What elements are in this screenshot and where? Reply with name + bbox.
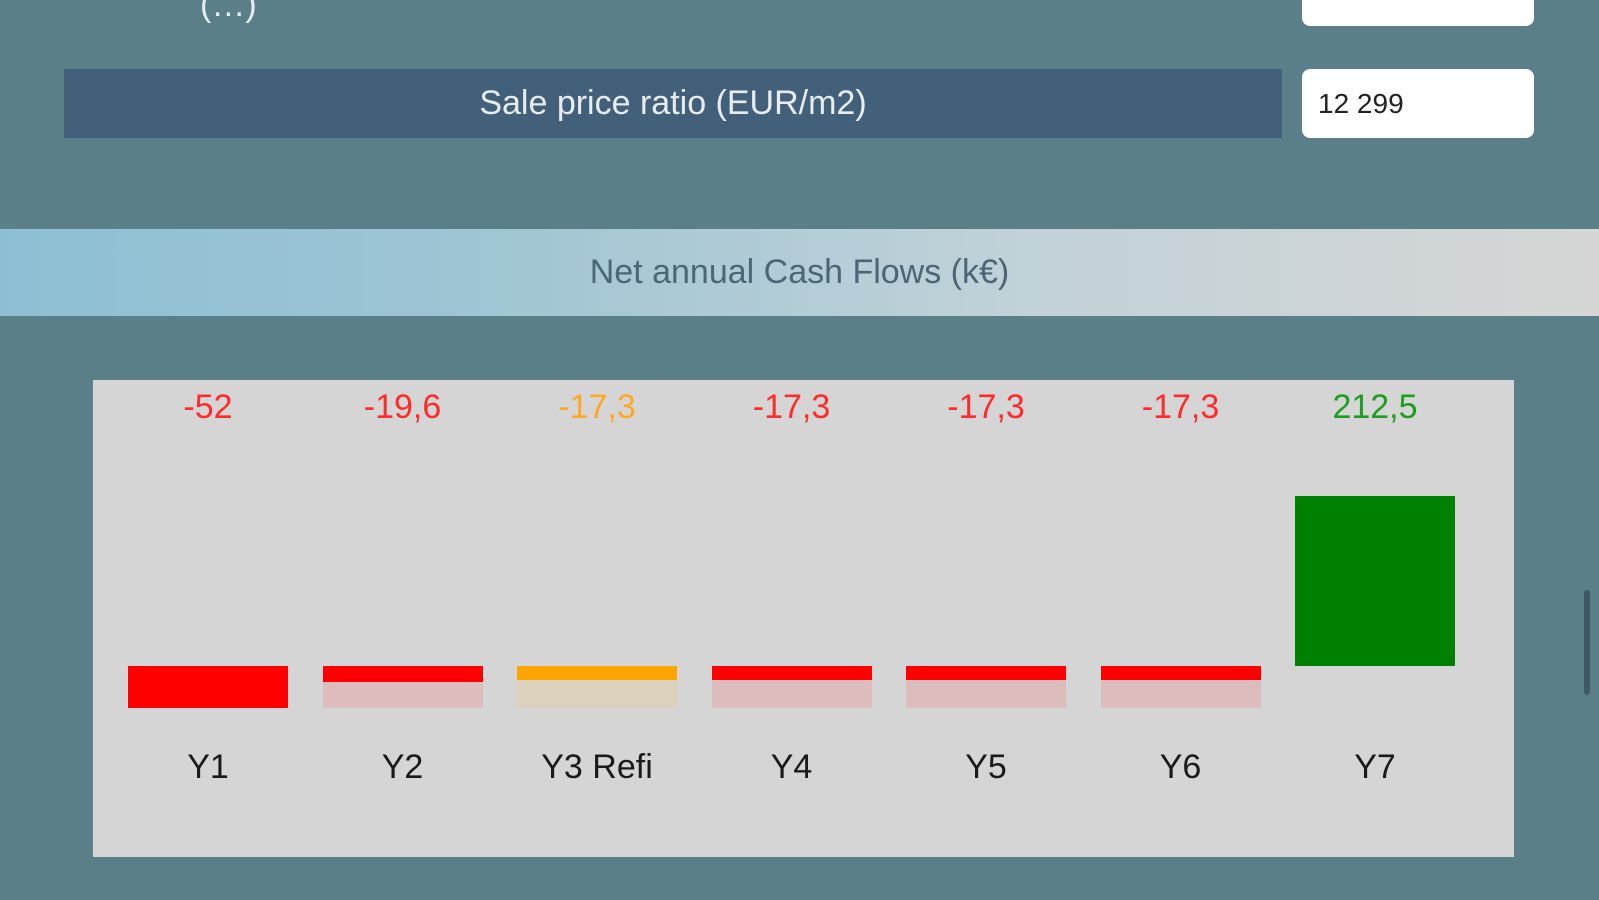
value-label: 212,5 — [1332, 388, 1418, 426]
value-label: -17,3 — [947, 388, 1025, 426]
value-label: -17,3 — [752, 388, 831, 426]
category-label: Y6 — [1159, 748, 1202, 786]
scrollbar[interactable] — [1584, 590, 1590, 695]
bar-y2 — [322, 666, 483, 682]
bar-y7 — [1295, 496, 1455, 666]
category-label: Y3 Refi — [541, 748, 653, 786]
value-label: -17,3 — [1141, 388, 1220, 426]
cash-flow-chart: -52 Y1 -19,6 Y2 -17,3 Y3 Refi -17,3 Y4 -17,3 Y5 -1… — [93, 380, 1514, 857]
bar-y3-refi — [517, 666, 677, 680]
bar-y1 — [128, 666, 288, 708]
section-header: Net annual Cash Flows (k€) — [0, 229, 1599, 316]
category-label: Y1 — [187, 748, 229, 786]
previous-field-label: (…) — [200, 0, 257, 24]
bar-y5 — [906, 666, 1066, 680]
sale-price-ratio-label: Sale price ratio (EUR/m2) — [64, 69, 1282, 138]
value-label: -17,3 — [558, 388, 636, 426]
category-label: Y5 — [965, 748, 1007, 786]
bar-y4 — [711, 666, 872, 680]
section-title: Net annual Cash Flows (k€) — [589, 253, 1010, 291]
bar-y6 — [1100, 666, 1261, 680]
value-label: -19,6 — [363, 388, 442, 426]
sale-price-ratio-input[interactable] — [1302, 69, 1534, 138]
category-label: Y7 — [1354, 748, 1396, 786]
value-label: -52 — [183, 388, 233, 426]
previous-field-input[interactable] — [1302, 0, 1534, 26]
category-label: Y4 — [770, 748, 813, 786]
category-label: Y2 — [381, 748, 424, 786]
